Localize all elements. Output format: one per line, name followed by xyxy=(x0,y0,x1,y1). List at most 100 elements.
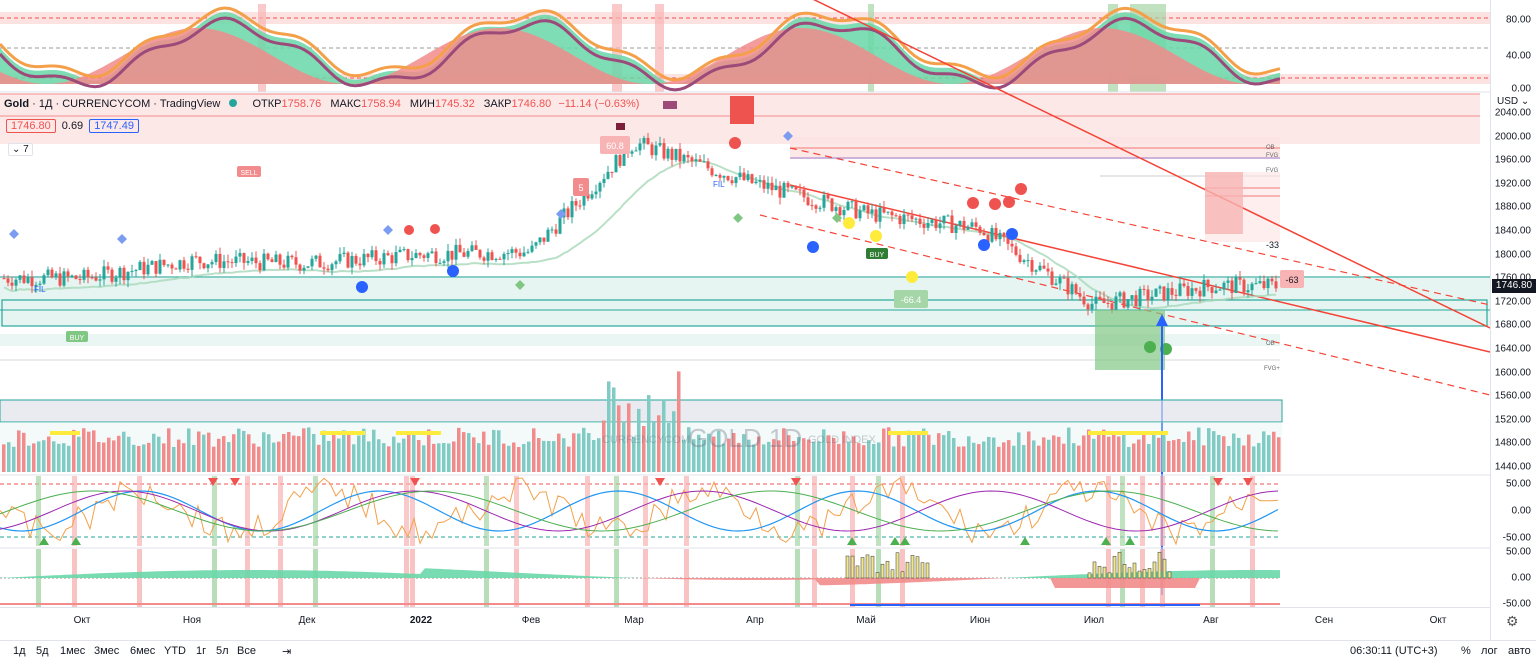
range-1d[interactable]: 1д xyxy=(13,645,26,657)
candle-body xyxy=(938,223,942,229)
volume-bar xyxy=(1242,445,1246,472)
price-axis[interactable]: 80.00 40.00 0.00 USD ⌄ 2040.00 2000.00 1… xyxy=(1490,0,1536,640)
low-label: МИН xyxy=(409,98,435,110)
date-range-icon[interactable]: ⇥ xyxy=(282,646,292,658)
ob-label-2: OB xyxy=(1266,341,1275,347)
volume-bar xyxy=(52,441,56,472)
volume-bar xyxy=(1017,432,1021,472)
candle-body xyxy=(1010,243,1014,247)
fvg-plus-label: FVG+ xyxy=(1264,366,1280,372)
chart-plot[interactable]: SELL BUY BUY 60.8 5 -66.4 -33 -63 OB FVG… xyxy=(0,0,1490,640)
time-label: Сен xyxy=(1314,615,1334,626)
volume-bar xyxy=(1262,431,1266,472)
volume-bar xyxy=(942,435,946,472)
volume-bar xyxy=(202,434,206,472)
volume-bar xyxy=(717,430,721,472)
candle-body xyxy=(238,253,242,257)
candle-body xyxy=(150,261,154,265)
candle-body xyxy=(466,251,470,257)
range-1m[interactable]: 1мес xyxy=(60,645,86,657)
volume-bar xyxy=(1052,435,1056,472)
volume-bar xyxy=(1007,440,1011,472)
candle-body xyxy=(822,195,826,208)
candle-body xyxy=(310,258,314,267)
range-1y[interactable]: 1г xyxy=(196,645,207,657)
bid-button[interactable]: 1746.80 xyxy=(6,119,56,133)
candle-body xyxy=(174,268,178,270)
clock[interactable]: 06:30:11 (UTC+3) xyxy=(1350,645,1438,657)
volume-bar xyxy=(952,437,956,472)
volume-bar xyxy=(1137,439,1141,472)
rsi-buy-triangle xyxy=(1101,537,1111,545)
volume-bar xyxy=(732,432,736,472)
time-axis[interactable]: Окт Ноя Дек 2022 Фев Мар Апр Май Июн Июл… xyxy=(0,607,1490,633)
rsi-signal-band xyxy=(404,476,409,546)
range-ytd[interactable]: YTD xyxy=(164,645,186,657)
range-5d[interactable]: 5д xyxy=(36,645,49,657)
candle-body xyxy=(530,245,534,252)
macd-histogram-bar xyxy=(1112,556,1117,579)
candle-body xyxy=(286,255,290,268)
volume-bar xyxy=(1087,429,1091,472)
candle-body xyxy=(318,255,322,268)
candle-body xyxy=(894,215,898,217)
symbol-legend[interactable]: Gold · 1Д · CURRENCYCOM · TradingView ОТ… xyxy=(4,98,640,110)
macd-histogram-bar xyxy=(1157,551,1162,579)
candle-body xyxy=(854,201,858,219)
candle-body xyxy=(902,214,906,225)
indicators-toggle[interactable]: ⌄ 7 xyxy=(8,143,33,156)
rsi-signal-band xyxy=(1160,476,1165,546)
candle-body xyxy=(1058,277,1062,284)
settings-gear-icon[interactable]: ⚙ xyxy=(1506,613,1519,629)
candle-body xyxy=(486,252,490,261)
range-3m[interactable]: 3мес xyxy=(94,645,120,657)
auto-toggle[interactable]: авто xyxy=(1508,645,1531,657)
candle-body xyxy=(646,137,650,145)
volume-bar xyxy=(47,436,51,472)
close-label: ЗАКР xyxy=(483,98,512,110)
candle-body xyxy=(538,237,542,243)
candle-body xyxy=(998,232,1002,240)
volume-bar xyxy=(737,442,741,472)
candle-body xyxy=(610,171,614,173)
volume-bar xyxy=(932,444,936,472)
rsi-sell-triangle xyxy=(230,478,240,486)
volume-bar xyxy=(587,433,591,472)
log-toggle[interactable]: лог xyxy=(1481,645,1498,657)
candle-body xyxy=(1162,286,1166,301)
candle-body xyxy=(898,215,902,225)
candle-body xyxy=(170,264,174,269)
volume-bar xyxy=(797,437,801,472)
candle-body xyxy=(642,137,646,144)
ask-button[interactable]: 1747.49 xyxy=(89,119,139,133)
volume-bar xyxy=(107,437,111,472)
rsi-buy-triangle xyxy=(890,537,900,545)
volume-bar xyxy=(157,436,161,472)
volume-bar xyxy=(702,440,706,472)
candle-body xyxy=(74,275,78,280)
currency-selector[interactable]: USD ⌄ xyxy=(1497,96,1530,107)
candle-body xyxy=(1150,296,1154,301)
range-all[interactable]: Все xyxy=(237,645,256,657)
volume-bar xyxy=(912,432,916,472)
volume-bar xyxy=(902,446,906,472)
range-6m[interactable]: 6мес xyxy=(130,645,156,657)
candle-body xyxy=(158,259,162,274)
range-5y[interactable]: 5л xyxy=(216,645,229,657)
percent-toggle[interactable]: % xyxy=(1461,645,1471,657)
volume-bar xyxy=(357,435,361,472)
candle-body xyxy=(786,182,790,188)
volume-bar xyxy=(527,441,531,472)
price-axis-label: 1640.00 xyxy=(1494,343,1531,355)
candle-body xyxy=(294,257,298,265)
volume-bar xyxy=(1147,444,1151,472)
candle-body xyxy=(850,201,854,203)
rsi-signal-band xyxy=(1250,476,1255,546)
high-label: МАКС xyxy=(330,98,362,110)
candle-body xyxy=(1218,289,1222,291)
candle-body xyxy=(942,215,946,224)
candle-body xyxy=(1262,281,1266,289)
candle-body xyxy=(546,229,550,242)
volume-bar xyxy=(1227,445,1231,472)
candle-body xyxy=(202,263,206,269)
